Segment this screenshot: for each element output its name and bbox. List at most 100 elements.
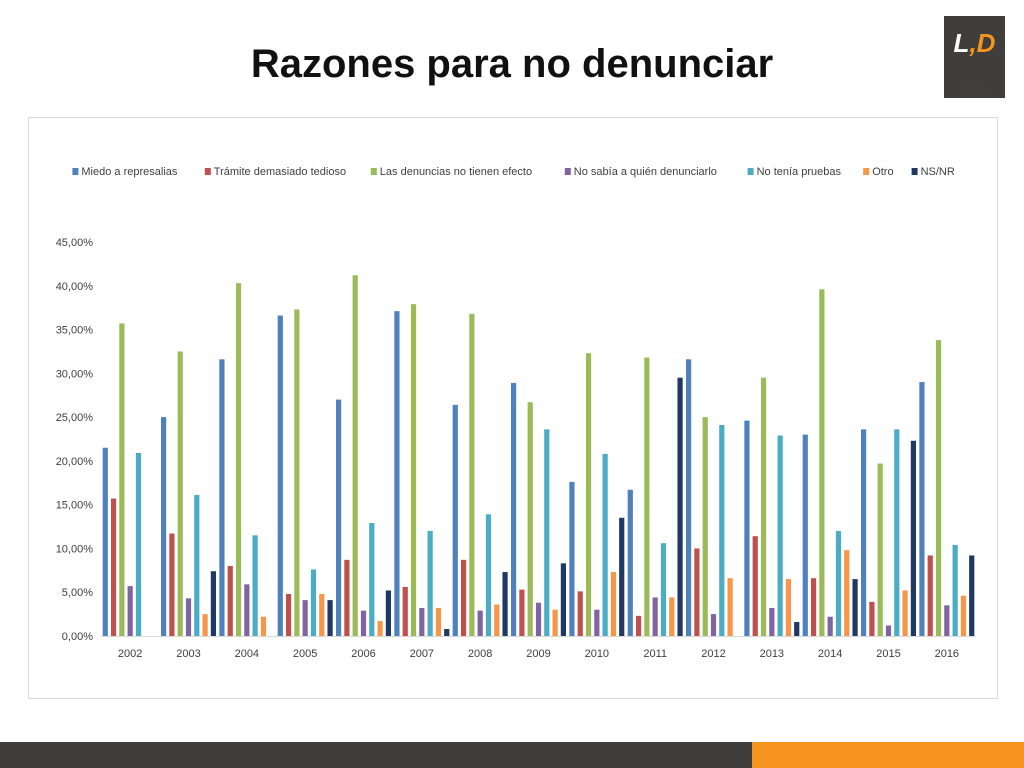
bar-2003-6 <box>210 571 216 636</box>
logo-mark: L,D <box>953 28 996 58</box>
bar-2004-4 <box>252 535 258 636</box>
bar-2006-5 <box>377 621 383 636</box>
y-tick-label: 40,00% <box>56 281 94 293</box>
bar-2008-5 <box>494 604 500 636</box>
slide-title: Razones para no denunciar <box>250 42 774 86</box>
bar-2003-1 <box>169 533 175 636</box>
bar-2016-0 <box>919 382 925 636</box>
bar-2010-1 <box>577 591 583 636</box>
bar-2003-0 <box>161 417 167 636</box>
bar-2014-1 <box>810 578 817 636</box>
bar-2009-4 <box>544 429 550 636</box>
bar-2006-1 <box>344 559 350 636</box>
bar-2003-4 <box>194 495 200 636</box>
bar-2015-4 <box>894 429 900 636</box>
bar-2004-2 <box>235 283 242 636</box>
bar-2014-6 <box>852 579 858 636</box>
y-tick-label: 35,00% <box>56 325 94 337</box>
bar-2004-0 <box>219 359 225 636</box>
x-tick-label: 2008 <box>468 648 492 660</box>
bar-2015-3 <box>885 625 892 636</box>
legend-label-4: No tenía pruebas <box>757 166 842 178</box>
legend-label-5: Otro <box>872 166 893 178</box>
bar-2006-3 <box>360 610 367 636</box>
bar-2013-3 <box>769 607 775 636</box>
x-axis: 2002 2003 2004 2005 2006 2007 2008 2009 2010 2011… <box>101 636 976 660</box>
chart-legend: Miedo a represalias Trámite demasiado ted… <box>72 166 955 178</box>
bar-2009-0 <box>511 382 517 636</box>
bar-2005-5 <box>319 593 325 636</box>
bar-2006-4 <box>369 523 375 636</box>
y-tick-label: 25,00% <box>56 412 94 424</box>
brand-logo: L,D <box>944 16 1005 98</box>
bar-2012-0 <box>686 359 692 636</box>
bar-2007-6 <box>444 629 450 636</box>
bar-2015-2 <box>877 463 883 636</box>
bar-2011-4 <box>660 543 667 636</box>
legend-label-6: NS/NR <box>921 166 955 178</box>
bar-2003-5 <box>202 614 208 636</box>
legend-swatch-3 <box>564 168 571 175</box>
bar-2013-2 <box>760 377 767 636</box>
bar-2012-4 <box>719 424 725 636</box>
bar-2005-4 <box>310 569 317 636</box>
bar-2010-0 <box>569 481 575 636</box>
footer-accent-bar <box>752 742 1024 768</box>
bar-2015-1 <box>869 601 875 636</box>
x-tick-label: 2004 <box>235 648 259 660</box>
legend-label-1: Trámite demasiado tedioso <box>214 166 346 178</box>
legend-swatch-5 <box>863 168 870 175</box>
bar-2006-2 <box>352 275 358 636</box>
bar-2011-1 <box>635 615 642 636</box>
x-tick-label: 2015 <box>876 648 900 660</box>
x-tick-label: 2011 <box>643 648 667 660</box>
bar-2013-0 <box>744 420 750 636</box>
bar-2013-5 <box>785 579 792 636</box>
bar-chart: Miedo a represalias Trámite demasiado ted… <box>56 166 976 660</box>
y-tick-label: 10,00% <box>56 543 94 555</box>
bar-2014-4 <box>835 530 842 636</box>
y-tick-label: 5,00% <box>62 587 93 599</box>
x-tick-label: 2014 <box>818 648 842 660</box>
y-tick-label: 15,00% <box>56 500 94 512</box>
bar-2005-3 <box>302 600 308 636</box>
bar-2016-3 <box>944 605 950 636</box>
legend-swatch-0 <box>72 168 79 175</box>
bar-2013-1 <box>752 536 758 636</box>
bar-2002-1 <box>110 498 117 636</box>
bar-2013-6 <box>794 621 800 636</box>
x-tick-label: 2002 <box>118 648 142 660</box>
bar-2007-1 <box>402 586 408 636</box>
bar-2016-4 <box>952 544 958 636</box>
bar-2014-5 <box>844 550 850 636</box>
legend-label-2: Las denuncias no tienen efecto <box>380 166 532 178</box>
bar-2007-3 <box>419 607 425 636</box>
bar-2002-4 <box>135 453 142 636</box>
bar-2011-5 <box>669 597 675 636</box>
x-tick-label: 2006 <box>351 648 375 660</box>
bar-2002-2 <box>119 323 125 636</box>
bar-2012-1 <box>694 548 700 636</box>
bar-2009-2 <box>527 402 533 636</box>
bar-2015-0 <box>861 429 867 636</box>
legend-swatch-1 <box>204 168 211 175</box>
bar-2003-2 <box>177 351 183 636</box>
x-tick-label: 2012 <box>701 648 725 660</box>
bar-2006-6 <box>385 590 391 636</box>
bar-2010-6 <box>619 517 625 636</box>
bar-2010-4 <box>602 453 608 636</box>
bar-2015-5 <box>902 590 908 636</box>
bar-2016-5 <box>960 595 967 636</box>
bar-2006-0 <box>336 399 342 636</box>
bar-2008-2 <box>469 313 475 636</box>
bar-2004-1 <box>227 565 233 636</box>
legend-swatch-4 <box>747 168 754 175</box>
bar-2016-2 <box>935 340 942 636</box>
bar-2014-0 <box>802 434 808 636</box>
bar-2010-3 <box>594 609 600 636</box>
legend-swatch-6 <box>911 168 918 175</box>
bar-2016-1 <box>927 555 933 636</box>
bar-2008-6 <box>502 572 508 636</box>
bar-2005-1 <box>285 593 292 636</box>
y-axis: 0,00% 5,00% 10,00% 15,00% 20,00% 25,00% 30,00%… <box>56 237 94 643</box>
